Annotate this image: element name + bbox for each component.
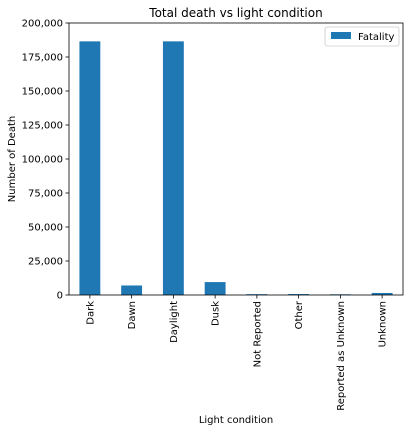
- y-tick-label: 50,000: [28, 223, 63, 234]
- legend-label: Fatality: [358, 32, 394, 43]
- bar-unknown: [371, 292, 393, 295]
- bar-daylight: [162, 41, 184, 295]
- plot-frame: [68, 22, 404, 296]
- x-tick-label: Unknown: [378, 301, 389, 347]
- legend-box: [324, 26, 400, 47]
- y-tick-label: 175,000: [22, 53, 63, 64]
- y-tick-label: 0: [57, 291, 63, 302]
- x-axis-ticks: Dark Dawn Daylight Dusk Not Reported Other Rep…: [85, 295, 389, 411]
- x-tick-label: Dark: [85, 301, 96, 325]
- bar-not-reported: [246, 294, 268, 295]
- y-tick-label: 100,000: [22, 155, 63, 166]
- bar-dusk: [204, 282, 226, 295]
- bar-dark: [79, 41, 101, 295]
- y-axis-ticks: 0 25,000 50,000 75,000 100,000 125,000 150,000…: [22, 19, 69, 302]
- chart-title: Total death vs light condition: [148, 6, 322, 20]
- x-tick-label: Dawn: [127, 301, 138, 329]
- y-tick-label: 25,000: [28, 257, 63, 268]
- bars-group: [79, 41, 393, 295]
- legend-swatch: [331, 32, 351, 39]
- x-tick-label: Other: [294, 300, 305, 329]
- x-tick-label: Daylight: [169, 301, 180, 343]
- y-axis-title: Number of Death: [7, 116, 18, 202]
- y-tick-label: 150,000: [22, 87, 63, 98]
- x-tick-label: Not Reported: [252, 301, 263, 367]
- y-tick-label: 125,000: [22, 121, 63, 132]
- x-axis-title: Light condition: [199, 415, 273, 426]
- legend: Fatality: [324, 26, 400, 47]
- x-tick-label: Reported as Unknown: [336, 301, 347, 411]
- bar-dawn: [121, 285, 143, 295]
- y-tick-label: 200,000: [22, 19, 63, 30]
- y-tick-label: 75,000: [28, 189, 63, 200]
- bar-other: [288, 294, 310, 295]
- x-tick-label: Dusk: [211, 301, 222, 326]
